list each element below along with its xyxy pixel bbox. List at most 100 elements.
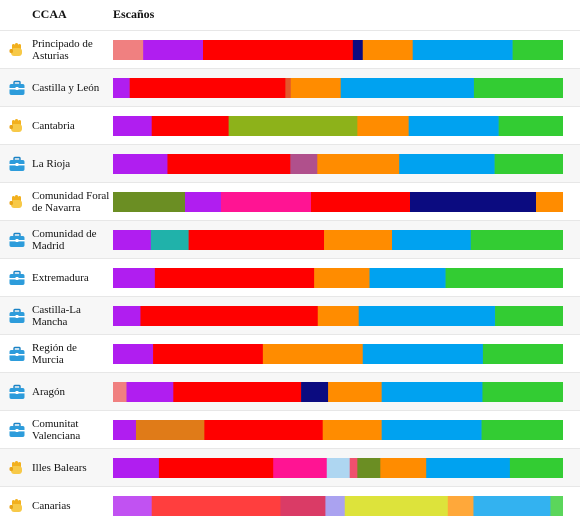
raised-fist-icon — [8, 193, 26, 211]
bar-segment — [135, 420, 205, 440]
bar-segment — [445, 268, 563, 288]
table-row: Comunidad de Madrid — [0, 220, 580, 259]
bar-segment — [357, 116, 409, 136]
bar-segment — [158, 458, 274, 478]
table-row: Canarias — [0, 486, 580, 525]
stacked-bar — [113, 40, 563, 60]
row-label: Región de Murcia — [32, 342, 77, 366]
bar-segment — [262, 344, 364, 364]
bar-segment — [185, 192, 222, 212]
bar-segment — [154, 268, 315, 288]
stacked-bar-svg — [113, 154, 563, 174]
stacked-bar — [113, 458, 563, 478]
bar-segment — [326, 458, 350, 478]
bar-segment — [317, 306, 359, 326]
bar-segment — [203, 40, 354, 60]
bar-segment — [301, 382, 329, 402]
bar-segment — [322, 420, 382, 440]
bar-segment — [151, 116, 229, 136]
stacked-bar — [113, 496, 563, 516]
bar-segment — [113, 306, 141, 326]
bar-segment — [470, 230, 563, 250]
stacked-bar — [113, 192, 563, 212]
table-row: Castilla y León — [0, 68, 580, 107]
bar-segment — [340, 78, 475, 98]
stacked-bar — [113, 344, 563, 364]
bar-segment — [113, 496, 152, 516]
bar-segment — [473, 78, 563, 98]
bar-segment — [113, 40, 144, 60]
bar-segment — [129, 78, 286, 98]
bar-segment — [481, 420, 563, 440]
bar-segment — [412, 40, 513, 60]
bar-segment — [473, 496, 551, 516]
table-header: CCAA Escaños — [0, 0, 580, 30]
table-row: Extremadura — [0, 258, 580, 297]
stacked-bar-svg — [113, 496, 563, 516]
bar-segment — [150, 230, 189, 250]
bar-segment — [381, 382, 483, 402]
briefcase-icon — [8, 345, 26, 363]
bar-segment — [408, 116, 499, 136]
table-row: Comunitat Valenciana — [0, 410, 580, 449]
briefcase-icon — [8, 231, 26, 249]
briefcase-icon — [8, 79, 26, 97]
bar-segment — [369, 268, 446, 288]
row-label: Illes Balears — [32, 462, 87, 474]
bar-segment — [140, 306, 319, 326]
stacked-bar-svg — [113, 230, 563, 250]
bar-segment — [143, 40, 204, 60]
bar-segment — [328, 382, 382, 402]
bar-segment — [426, 458, 511, 478]
bar-segment — [113, 78, 130, 98]
row-label: Aragón — [32, 386, 65, 398]
bar-segment — [113, 116, 152, 136]
row-label: Castilla-La Mancha — [32, 304, 81, 328]
bar-segment — [447, 496, 474, 516]
raised-fist-icon — [8, 459, 26, 477]
stacked-bar — [113, 382, 563, 402]
bar-segment — [498, 116, 563, 136]
bar-segment — [113, 420, 137, 440]
bar-segment — [290, 154, 318, 174]
table-row: Aragón — [0, 372, 580, 411]
row-label: Extremadura — [32, 272, 89, 284]
bar-segment — [495, 306, 563, 326]
bar-segment — [221, 192, 312, 212]
bar-segment — [482, 382, 563, 402]
bar-segment — [113, 344, 154, 364]
stacked-bar-svg — [113, 382, 563, 402]
bar-segment — [113, 382, 127, 402]
bar-segment — [228, 116, 358, 136]
bar-segment — [344, 496, 449, 516]
table-row: Castilla-La Mancha — [0, 296, 580, 335]
bar-segment — [349, 458, 358, 478]
bar-segment — [357, 458, 381, 478]
bar-segment — [113, 458, 160, 478]
stacked-bar — [113, 268, 563, 288]
bar-segment — [204, 420, 323, 440]
bar-segment — [311, 192, 411, 212]
bar-segment — [173, 382, 302, 402]
row-label: Cantabria — [32, 120, 75, 132]
bar-segment — [126, 382, 174, 402]
stacked-bar — [113, 306, 563, 326]
table-row: Comunidad Foral de Navarra — [0, 182, 580, 221]
bar-segment — [392, 230, 472, 250]
stacked-bar-svg — [113, 78, 563, 98]
stacked-bar-svg — [113, 306, 563, 326]
bar-segment — [113, 230, 152, 250]
row-label: Comunitat Valenciana — [32, 418, 81, 442]
stacked-bar — [113, 154, 563, 174]
table-row: Región de Murcia — [0, 334, 580, 373]
bar-segment — [509, 458, 563, 478]
bar-segment — [314, 268, 370, 288]
bar-segment — [113, 192, 186, 212]
column-header-escanos: Escaños — [113, 7, 155, 21]
bar-segment — [362, 344, 484, 364]
bar-segment — [317, 154, 400, 174]
bar-segment — [399, 154, 495, 174]
briefcase-icon — [8, 383, 26, 401]
bar-segment — [113, 154, 168, 174]
stacked-bar-svg — [113, 116, 563, 136]
